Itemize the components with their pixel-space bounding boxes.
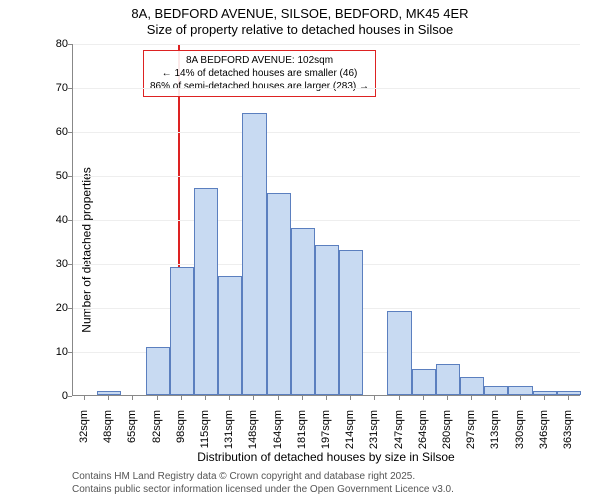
x-tick-label: 65sqm [126, 410, 138, 460]
footer-line1: Contains HM Land Registry data © Crown c… [72, 471, 454, 484]
x-tick-mark [399, 396, 400, 400]
y-tick-mark [68, 44, 72, 45]
histogram-bar [146, 347, 170, 395]
x-tick-label: 48sqm [102, 410, 114, 460]
chart-title-line1: 8A, BEDFORD AVENUE, SILSOE, BEDFORD, MK4… [0, 6, 600, 21]
histogram-bar [267, 193, 291, 395]
histogram-bar [339, 250, 363, 395]
x-tick-label: 164sqm [272, 410, 284, 460]
x-tick-mark [302, 396, 303, 400]
histogram-bar [436, 364, 460, 395]
x-tick-mark [157, 396, 158, 400]
histogram-bar [460, 377, 484, 395]
x-tick-label: 231sqm [368, 410, 380, 460]
x-tick-mark [229, 396, 230, 400]
x-tick-mark [471, 396, 472, 400]
gridline [73, 88, 580, 89]
chart-title-line2: Size of property relative to detached ho… [0, 22, 600, 37]
histogram-bar [315, 245, 339, 395]
histogram-bar [194, 188, 218, 395]
x-tick-label: 330sqm [514, 410, 526, 460]
x-tick-mark [568, 396, 569, 400]
x-tick-mark [350, 396, 351, 400]
y-tick-label: 30 [44, 258, 68, 270]
y-tick-label: 50 [44, 170, 68, 182]
x-tick-mark [423, 396, 424, 400]
y-tick-mark [68, 264, 72, 265]
chart-container: 8A, BEDFORD AVENUE, SILSOE, BEDFORD, MK4… [0, 0, 600, 500]
x-tick-mark [544, 396, 545, 400]
y-tick-label: 80 [44, 38, 68, 50]
annotation-line3: 86% of semi-detached houses are larger (… [150, 80, 369, 93]
x-tick-label: 264sqm [417, 410, 429, 460]
histogram-bar [291, 228, 315, 395]
y-tick-mark [68, 176, 72, 177]
x-tick-label: 214sqm [344, 410, 356, 460]
annotation-line2: ← 14% of detached houses are smaller (46… [150, 67, 369, 80]
y-tick-label: 20 [44, 302, 68, 314]
y-tick-label: 0 [44, 390, 68, 402]
x-tick-label: 32sqm [78, 410, 90, 460]
y-tick-label: 10 [44, 346, 68, 358]
y-tick-mark [68, 396, 72, 397]
x-tick-label: 313sqm [489, 410, 501, 460]
histogram-bar [412, 369, 436, 395]
x-tick-mark [374, 396, 375, 400]
y-tick-label: 70 [44, 82, 68, 94]
histogram-bar [218, 276, 242, 395]
x-tick-label: 363sqm [562, 410, 574, 460]
histogram-bar [508, 386, 532, 395]
plot-area: 8A BEDFORD AVENUE: 102sqm ← 14% of detac… [72, 44, 580, 396]
y-tick-label: 60 [44, 126, 68, 138]
x-tick-label: 280sqm [441, 410, 453, 460]
annotation-box: 8A BEDFORD AVENUE: 102sqm ← 14% of detac… [143, 50, 376, 97]
x-tick-mark [84, 396, 85, 400]
y-tick-mark [68, 220, 72, 221]
x-tick-label: 115sqm [199, 410, 211, 460]
gridline [73, 132, 580, 133]
x-tick-mark [447, 396, 448, 400]
x-tick-mark [132, 396, 133, 400]
x-tick-mark [108, 396, 109, 400]
y-tick-mark [68, 308, 72, 309]
histogram-bar [97, 391, 121, 395]
x-tick-label: 181sqm [296, 410, 308, 460]
x-tick-label: 98sqm [175, 410, 187, 460]
x-tick-mark [205, 396, 206, 400]
histogram-bar [557, 391, 581, 395]
histogram-bar [484, 386, 508, 395]
x-tick-mark [181, 396, 182, 400]
x-tick-label: 148sqm [247, 410, 259, 460]
annotation-line1: 8A BEDFORD AVENUE: 102sqm [150, 54, 369, 67]
gridline [73, 220, 580, 221]
footer-line2: Contains public sector information licen… [72, 484, 454, 497]
x-tick-mark [495, 396, 496, 400]
x-tick-mark [520, 396, 521, 400]
y-tick-mark [68, 88, 72, 89]
histogram-bar [242, 113, 266, 395]
gridline [73, 176, 580, 177]
x-tick-label: 297sqm [465, 410, 477, 460]
gridline [73, 44, 580, 45]
x-tick-label: 131sqm [223, 410, 235, 460]
x-tick-label: 247sqm [393, 410, 405, 460]
y-tick-mark [68, 132, 72, 133]
footer: Contains HM Land Registry data © Crown c… [72, 471, 454, 496]
histogram-bar [387, 311, 411, 395]
y-tick-label: 40 [44, 214, 68, 226]
x-tick-mark [326, 396, 327, 400]
x-tick-label: 82sqm [151, 410, 163, 460]
x-tick-label: 197sqm [320, 410, 332, 460]
x-tick-mark [253, 396, 254, 400]
x-tick-label: 346sqm [538, 410, 550, 460]
y-tick-mark [68, 352, 72, 353]
histogram-bar [533, 391, 557, 395]
x-tick-mark [278, 396, 279, 400]
histogram-bar [170, 267, 194, 395]
